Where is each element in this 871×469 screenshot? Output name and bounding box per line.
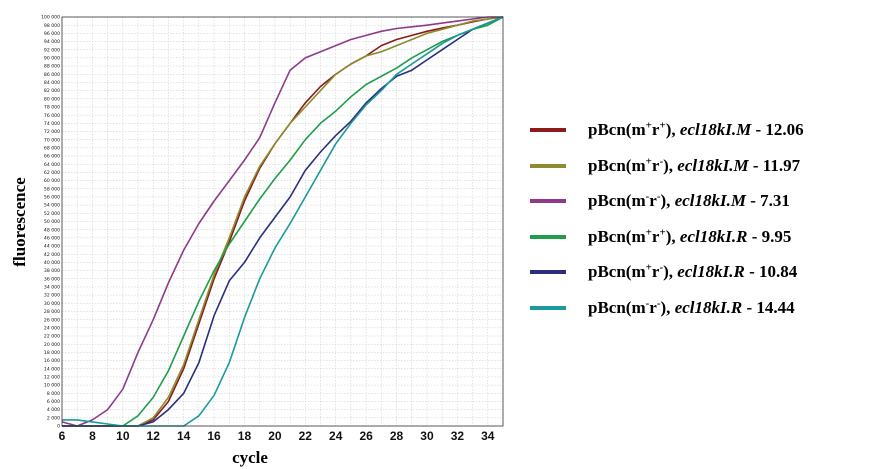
y-tick-label: 86 000	[44, 72, 60, 78]
x-tick-label: 34	[481, 429, 495, 443]
series-line-4	[62, 16, 504, 427]
y-tick-label: 38 000	[44, 268, 60, 274]
y-tick-label: 92 000	[44, 47, 60, 53]
y-tick-label: 58 000	[44, 186, 60, 192]
series-line-3	[61, 16, 503, 427]
y-tick-label: 88 000	[44, 64, 60, 70]
legend-swatch	[530, 234, 566, 239]
y-tick-label: 68 000	[44, 145, 60, 151]
x-tick-label: 28	[390, 429, 404, 443]
y-tick-label: 6 000	[47, 399, 60, 405]
y-tick-label: 98 000	[44, 23, 60, 29]
y-tick-label: 84 000	[44, 80, 60, 86]
legend-swatch	[530, 305, 566, 310]
x-tick-labels: 6 8 10 12 14 16 18 20 22 24 26 28 30 32 34	[59, 429, 495, 443]
y-tick-label: 96 000	[44, 31, 60, 37]
y-tick-label: 24 000	[44, 325, 60, 331]
y-tick-label: 18 000	[44, 350, 60, 356]
x-tick-label: 10	[116, 429, 130, 443]
x-tick-label: 20	[268, 429, 282, 443]
y-tick-label: 46 000	[44, 235, 60, 241]
legend-label: pBcn(m+r-), ecl18kI.R - 10.84	[588, 261, 798, 281]
plot-frame	[61, 16, 504, 427]
x-tick-label: 12	[147, 429, 161, 443]
y-tick-label: 2 000	[47, 415, 60, 421]
x-tick-label: 22	[299, 429, 313, 443]
y-tick-label: 82 000	[44, 88, 60, 94]
y-tick-labels: 0 2 000 4 000 6 000 8 000 10 000 12 000 14 000 1…	[41, 15, 60, 430]
legend-item: pBcn(m+r+), ecl18kI.R - 9.95	[530, 225, 791, 249]
y-tick-label: 94 000	[44, 39, 60, 45]
y-tick-label: 44 000	[44, 244, 60, 250]
y-tick-label: 30 000	[44, 301, 60, 307]
x-tick-label: 24	[329, 429, 343, 443]
x-tick-label: 26	[359, 429, 373, 443]
legend-item: pBcn(m-r-), ecl18kI.R - 14.44	[530, 296, 795, 320]
y-tick-label: 70 000	[44, 137, 60, 143]
x-tick-label: 30	[420, 429, 434, 443]
y-axis-label: fluorescence	[10, 177, 29, 267]
y-tick-label: 16 000	[44, 358, 60, 364]
legend-label: pBcn(m-r-), ecl18kI.R - 14.44	[588, 296, 795, 317]
y-tick-label: 0	[57, 424, 60, 430]
x-tick-label: 6	[59, 429, 66, 443]
legend-swatch	[530, 199, 566, 203]
x-tick-label: 32	[451, 429, 465, 443]
legend-swatch	[530, 270, 566, 274]
x-tick-label: 16	[207, 429, 221, 443]
y-tick-label: 62 000	[44, 170, 60, 176]
y-tick-label: 48 000	[44, 227, 60, 233]
y-tick-label: 80 000	[44, 96, 60, 102]
legend-label: pBcn(m-r-), ecl18kI.M - 7.31	[588, 190, 790, 210]
y-tick-label: 22 000	[44, 334, 60, 340]
y-tick-label: 66 000	[44, 154, 60, 160]
grid	[61, 16, 504, 427]
y-tick-label: 56 000	[44, 195, 60, 201]
y-tick-label: 20 000	[44, 342, 60, 348]
legend-item: pBcn(m+r-), ecl18kI.M - 11.97	[530, 154, 800, 178]
y-tick-label: 78 000	[44, 105, 60, 111]
x-tick-label: 8	[89, 429, 96, 443]
y-tick-label: 64 000	[44, 162, 60, 168]
y-tick-label: 60 000	[44, 178, 60, 184]
legend-item: pBcn(m+r-), ecl18kI.R - 10.84	[530, 260, 797, 284]
legend-item: pBcn(m-r-), ecl18kI.M - 7.31	[530, 189, 790, 213]
y-tick-label: 4 000	[47, 407, 60, 413]
y-tick-label: 52 000	[44, 211, 60, 217]
y-tick-label: 28 000	[44, 309, 60, 315]
legend-swatch	[530, 128, 566, 132]
legend-label: pBcn(m+r+), ecl18kI.M - 12.06	[588, 119, 804, 139]
y-tick-label: 14 000	[44, 366, 60, 372]
y-tick-label: 54 000	[44, 203, 60, 209]
legend-swatch	[530, 163, 566, 168]
y-tick-label: 50 000	[44, 219, 60, 225]
y-tick-label: 26 000	[44, 317, 60, 323]
x-tick-label: 18	[238, 429, 252, 443]
y-tick-label: 74 000	[44, 121, 60, 127]
legend-item: pBcn(m+r+), ecl18kI.M - 12.06	[530, 118, 804, 142]
y-tick-label: 42 000	[44, 252, 60, 258]
x-tick-label: 14	[177, 429, 191, 443]
y-tick-label: 34 000	[44, 285, 60, 291]
y-tick-label: 76 000	[44, 113, 60, 119]
y-tick-label: 100 000	[41, 15, 60, 21]
x-axis-label: cycle	[232, 448, 268, 467]
y-tick-label: 12 000	[44, 375, 60, 381]
y-tick-label: 40 000	[44, 260, 60, 266]
y-tick-label: 10 000	[44, 383, 60, 389]
y-tick-label: 36 000	[44, 276, 60, 282]
y-tick-label: 90 000	[44, 56, 60, 62]
y-tick-label: 72 000	[44, 129, 60, 135]
y-tick-label: 8 000	[47, 391, 60, 397]
legend-label: pBcn(m+r+), ecl18kI.R - 9.95	[588, 225, 792, 246]
legend-label: pBcn(m+r-), ecl18kI.M - 11.97	[588, 154, 801, 175]
y-tick-label: 32 000	[44, 293, 60, 299]
